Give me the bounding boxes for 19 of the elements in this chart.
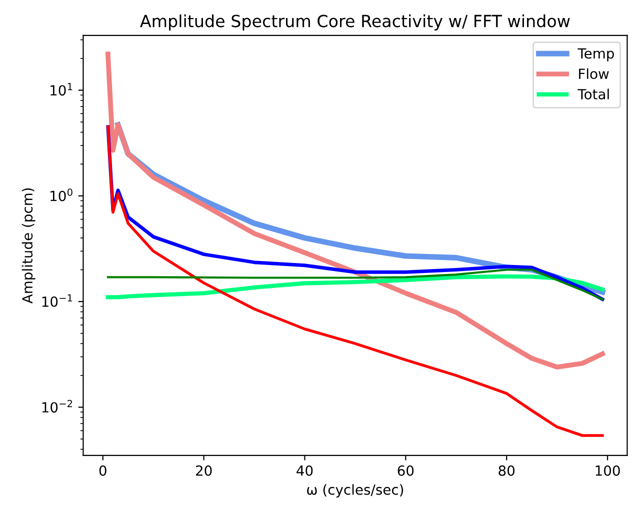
x-tick-label: 100 — [596, 465, 620, 476]
x-tick-label: 80 — [498, 465, 515, 476]
line-series — [106, 274, 605, 300]
x-axis-title: ω (cycles/sec) — [307, 484, 404, 498]
x-tick-label: 40 — [296, 465, 313, 476]
chart-title: Amplitude Spectrum Core Reactivity w/ FFT window — [140, 14, 570, 31]
legend-label: Total — [578, 88, 609, 100]
y-tick-label: 10$^{−1}$ — [42, 294, 72, 307]
legend-label: Temp — [578, 48, 614, 62]
legend-label: Flow — [579, 68, 609, 80]
x-tick-label: 20 — [196, 465, 212, 476]
y-axis-title: Amplitude (pcm) — [22, 188, 36, 304]
y-tick-label: 10$^{−2}$ — [42, 400, 72, 413]
line-series — [106, 125, 604, 437]
x-tick-label: 60 — [398, 465, 414, 476]
y-tick-label: 10$^{1}$ — [50, 82, 72, 96]
line-series — [106, 268, 604, 300]
x-tick-label: 0 — [99, 465, 106, 476]
y-tick-label: 10$^{0}$ — [50, 188, 72, 202]
